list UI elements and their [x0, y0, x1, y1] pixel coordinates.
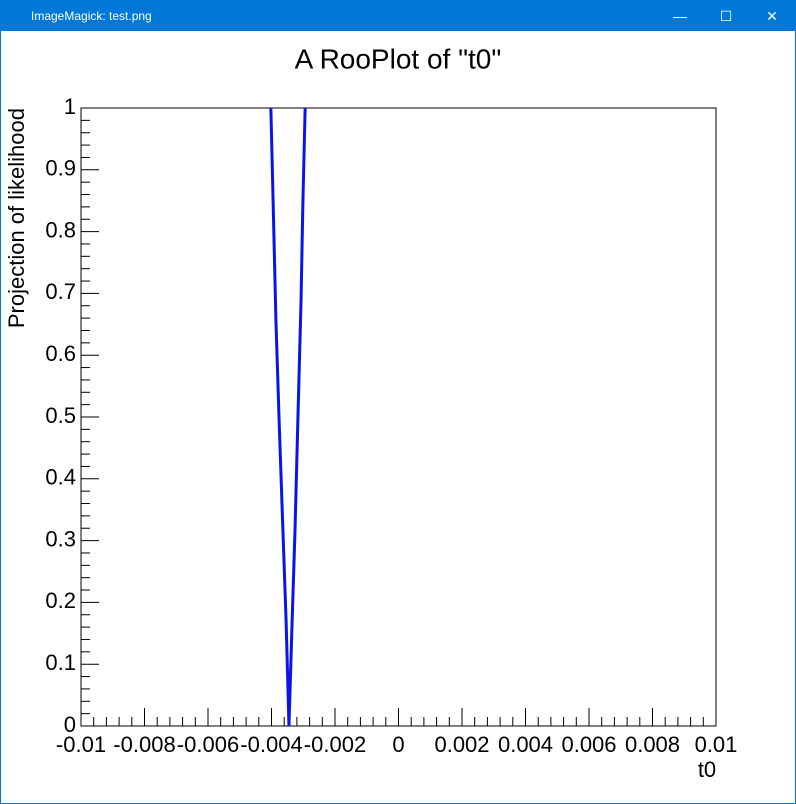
chart-title: A RooPlot of "t0": [295, 43, 502, 74]
x-tick-label: -0.01: [56, 732, 106, 757]
x-tick-label: -0.008: [113, 732, 175, 757]
y-tick-label: 0.3: [45, 526, 76, 551]
y-tick-label: 0.9: [45, 156, 76, 181]
y-tick-label: 0.5: [45, 403, 76, 428]
close-button[interactable]: ✕: [766, 7, 778, 24]
x-tick-label: 0.002: [434, 732, 489, 757]
window-title: ImageMagick: test.png: [31, 9, 152, 23]
y-tick-label: 1: [64, 94, 76, 119]
y-tick-label: 0.2: [45, 588, 76, 613]
x-tick-label: 0.004: [498, 732, 553, 757]
maximize-button[interactable]: ☐: [719, 7, 733, 24]
x-tick-label: -0.002: [304, 732, 366, 757]
x-tick-label: 0: [392, 732, 404, 757]
x-tick-label: -0.006: [177, 732, 239, 757]
y-tick-label: 0.8: [45, 217, 76, 242]
y-tick-label: 0.6: [45, 341, 76, 366]
minimize-button[interactable]: —: [673, 8, 687, 24]
x-tick-label: 0.006: [561, 732, 616, 757]
x-tick-label: 0.01: [695, 732, 738, 757]
line: [269, 107, 307, 727]
x-tick-label: -0.004: [240, 732, 302, 757]
x-tick-label: 0.008: [625, 732, 680, 757]
y-axis-label: Projection of likelihood: [4, 108, 29, 328]
plot-frame: [80, 107, 717, 727]
x-axis-label: t0: [698, 757, 716, 782]
y-tick-label: 0.1: [45, 650, 76, 675]
y-tick-label: 0: [64, 712, 76, 737]
y-tick-label: 0.7: [45, 279, 76, 304]
title-bar: ImageMagick: test.png — ☐ ✕: [1, 1, 795, 31]
chart: A RooPlot of "t0" t0 Projection of likel…: [4, 43, 738, 782]
y-tick-label: 0.4: [45, 465, 76, 490]
